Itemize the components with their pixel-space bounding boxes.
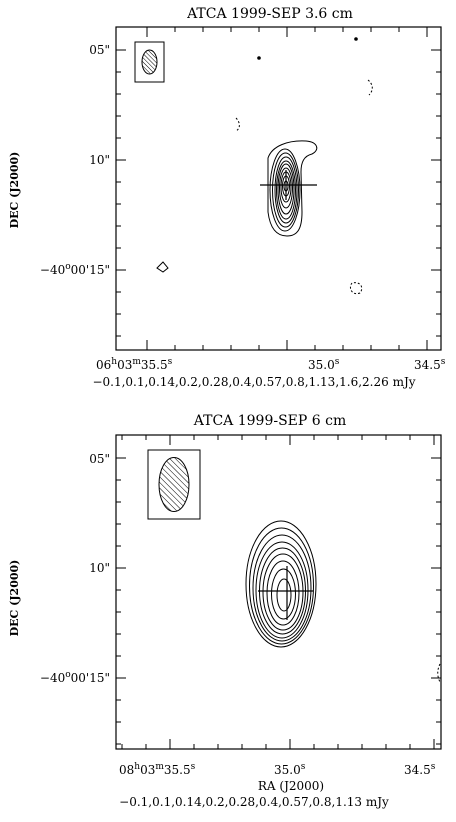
- x-axis-label: RA (J2000): [258, 779, 324, 793]
- x-tick-label: 34.5s: [404, 762, 436, 777]
- y-tick-label: 10": [89, 561, 110, 575]
- x-ticks: [146, 27, 428, 350]
- y-tick-label: 10": [89, 153, 110, 167]
- y-tick-label: −40o00'15": [40, 670, 110, 685]
- y-ticks: [116, 49, 441, 337]
- plot-frame: [115, 434, 442, 750]
- position-cross: [258, 566, 313, 620]
- x-tick-label: 06h03m35.5s: [96, 357, 173, 372]
- x-tick-label: 34.5s: [414, 357, 446, 372]
- source-contours: [267, 140, 318, 237]
- y-axis-label: DEC (J2000): [8, 560, 21, 637]
- y-tick-label: 05": [89, 452, 110, 466]
- contour-levels: −0.1,0.1,0.14,0.2,0.28,0.4,0.57,0.8,1.13…: [92, 375, 415, 389]
- x-tick-label: 35.0s: [274, 762, 306, 777]
- panel-6cm: ATCA 1999-SEP 6 cm 05" 10" −40o00': [0, 408, 456, 818]
- beam-indicator: [147, 449, 201, 520]
- position-cross: [260, 170, 317, 200]
- x-tick-label: 35.0s: [308, 357, 340, 372]
- x-tick-label: 08h03m35.5s: [119, 762, 196, 777]
- contour-map-6cm: ATCA 1999-SEP 6 cm 05" 10" −40o00': [8, 413, 442, 809]
- noise-contours: [156, 37, 373, 295]
- y-axis-label: DEC (J2000): [8, 152, 21, 229]
- panel-title: ATCA 1999-SEP 6 cm: [193, 413, 346, 429]
- plot-frame: [115, 26, 442, 351]
- y-tick-label: 05": [89, 43, 110, 57]
- panel-3.6cm: ATCA 1999-SEP 3.6 cm 05" 10" −40: [0, 0, 456, 410]
- panel-title: ATCA 1999-SEP 3.6 cm: [186, 6, 353, 22]
- beam-indicator: [134, 41, 165, 83]
- x-ticks: [121, 435, 435, 749]
- contour-map-3.6cm: ATCA 1999-SEP 3.6 cm 05" 10" −40: [8, 6, 446, 389]
- noise-contours: [437, 663, 441, 683]
- contour-levels: −0.1,0.1,0.14,0.2,0.28,0.4,0.57,0.8,1.13…: [119, 795, 389, 809]
- y-tick-label: −40o00'15": [40, 262, 110, 277]
- y-ticks: [116, 457, 441, 745]
- source-contours: [245, 520, 317, 648]
